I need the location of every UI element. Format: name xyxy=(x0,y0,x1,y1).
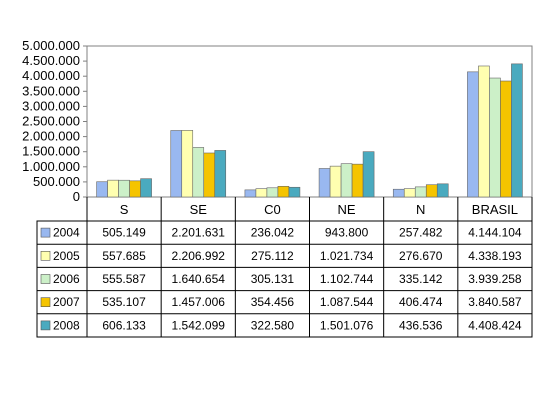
table-cell: 236.042 xyxy=(251,226,295,240)
table-cell: 943.800 xyxy=(325,226,369,240)
plot-area xyxy=(86,45,533,198)
table-cell: 1.640.654 xyxy=(172,272,226,286)
bar-2004-C0 xyxy=(244,189,257,198)
table-cell: 555.587 xyxy=(102,272,146,286)
table-cell: 305.131 xyxy=(251,272,295,286)
category-label: N xyxy=(416,202,425,217)
category-label: C0 xyxy=(264,202,281,217)
y-tick-label: 2.000.000 xyxy=(22,129,80,144)
bar-2008-SE xyxy=(214,150,227,198)
bar-2007-BRASIL xyxy=(500,80,512,198)
bar-2005-NE xyxy=(329,165,342,198)
table-cell: 3.939.258 xyxy=(468,272,522,286)
table-frame xyxy=(36,220,533,338)
table-cell: 354.456 xyxy=(251,295,295,309)
table-cell: 275.112 xyxy=(251,249,294,263)
y-tick-label: 5.000.000 xyxy=(22,38,80,53)
y-tick-label: 4.500.000 xyxy=(22,53,80,68)
bar-2007-NE xyxy=(351,163,364,198)
y-tick-label: 1.000.000 xyxy=(22,159,80,174)
bar-2005-S xyxy=(107,179,119,198)
y-tick-label: 3.500.000 xyxy=(22,83,80,98)
table-cell: 406.474 xyxy=(399,295,443,309)
table-cell: 2.201.631 xyxy=(172,226,226,240)
bar-2004-NE xyxy=(318,168,331,198)
y-tick-label: 0 xyxy=(73,189,80,204)
table-cell: 4.338.193 xyxy=(468,249,522,263)
table-cell: 436.536 xyxy=(399,318,443,332)
bar-2007-SE xyxy=(203,152,216,198)
bar-2005-BRASIL xyxy=(478,65,490,198)
bar-2007-C0 xyxy=(277,185,290,198)
plot-frame xyxy=(86,45,533,198)
bar-2004-BRASIL xyxy=(467,71,479,198)
category-label: SE xyxy=(190,202,208,217)
bar-2008-NE xyxy=(362,151,375,198)
legend-label: 2007 xyxy=(53,295,80,309)
bar-2005-C0 xyxy=(255,188,268,198)
bar-2004-N xyxy=(392,188,405,198)
y-tick-label: 1.500.000 xyxy=(22,144,80,159)
table-cell: 1.021.734 xyxy=(320,249,374,263)
bar-2007-N xyxy=(425,184,438,198)
bar-2008-S xyxy=(140,178,152,198)
table-cell: 335.142 xyxy=(399,272,443,286)
category-label: BRASIL xyxy=(472,202,518,217)
bar-2008-BRASIL xyxy=(511,63,523,198)
table-cell: 322.580 xyxy=(251,318,295,332)
table-cell: 1.542.099 xyxy=(172,318,226,332)
table-cell: 257.482 xyxy=(399,226,443,240)
legend-swatch-2008 xyxy=(40,320,51,331)
legend-label: 2006 xyxy=(53,272,80,286)
table-cell: 2.206.992 xyxy=(172,249,226,263)
y-tick-label: 2.500.000 xyxy=(22,114,80,129)
bar-2006-S xyxy=(118,179,130,198)
bar-2006-C0 xyxy=(266,187,279,198)
bar-2004-SE xyxy=(170,130,183,198)
legend-swatch-2007 xyxy=(40,297,51,308)
bar-2005-N xyxy=(403,188,416,198)
legend-label: 2005 xyxy=(53,249,80,263)
y-axis: 0500.0001.000.0001.500.0002.000.0002.500… xyxy=(22,38,87,204)
table-cell: 276.670 xyxy=(399,249,443,263)
bar-2008-N xyxy=(436,183,449,198)
table-cell: 1.102.744 xyxy=(320,272,374,286)
table-cell: 1.457.006 xyxy=(172,295,226,309)
table-cell: 535.107 xyxy=(102,295,146,309)
y-tick-label: 3.000.000 xyxy=(22,98,80,113)
bar-2006-SE xyxy=(192,147,205,198)
y-tick-label: 4.000.000 xyxy=(22,68,80,83)
table-cell: 4.144.104 xyxy=(468,226,522,240)
legend-swatch-2004 xyxy=(40,227,51,238)
legend-swatch-2005 xyxy=(40,251,51,261)
table-cell: 606.133 xyxy=(102,318,146,332)
bar-2007-S xyxy=(129,180,141,198)
bar-2006-N xyxy=(414,186,427,198)
table-cell: 505.149 xyxy=(102,226,146,240)
table-cell: 1.501.076 xyxy=(320,318,374,332)
y-tick-label: 500.000 xyxy=(33,174,80,189)
bar-2005-SE xyxy=(181,130,194,198)
table-cell: 4.408.424 xyxy=(468,318,522,332)
table-cell: 1.087.544 xyxy=(320,295,374,309)
legend-swatch-2006 xyxy=(40,274,51,284)
table-cell: 3.840.587 xyxy=(468,295,522,309)
bar-2006-BRASIL xyxy=(489,77,501,198)
legend-label: 2004 xyxy=(53,226,80,240)
legend-label: 2008 xyxy=(53,318,80,332)
table-cell: 557.685 xyxy=(102,249,146,263)
bar-2008-C0 xyxy=(288,186,301,198)
category-label: S xyxy=(120,202,129,217)
category-label: NE xyxy=(338,202,356,217)
bar-2006-NE xyxy=(340,163,353,198)
data-table: S SE C0 NE N BRASIL 2004 505.149 2.201.631 236.04… xyxy=(36,197,533,338)
bar-2004-S xyxy=(96,181,108,198)
